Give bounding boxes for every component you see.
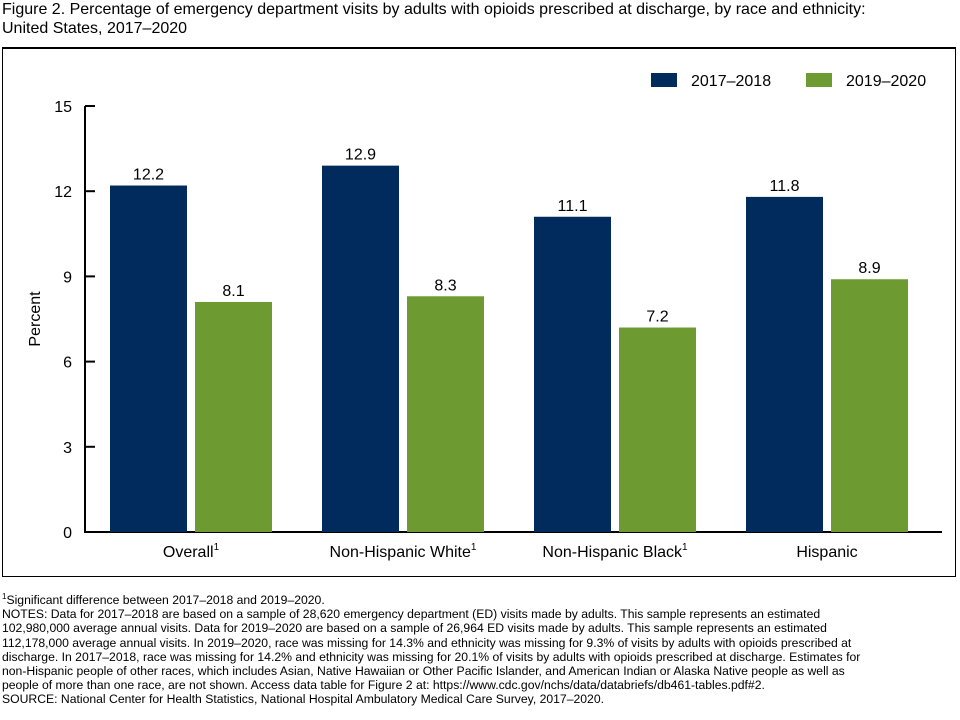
bar-series1 bbox=[110, 185, 187, 532]
x-tick-label: Non-Hispanic White1 bbox=[330, 542, 477, 561]
bar-chart: 0 3 6 9 12 15 Percent 12.2 8.1 Overall1 12.9 8.3 Non… bbox=[27, 73, 942, 561]
bar-series2 bbox=[831, 279, 908, 532]
data-label: 11.8 bbox=[770, 178, 800, 195]
bar-series1 bbox=[746, 196, 823, 532]
figure-title-line-2: United States, 2017–2020 bbox=[2, 20, 188, 37]
footnote-marker: 1 bbox=[214, 542, 220, 553]
notes-line: 112,178,000 average annual visits. In 20… bbox=[2, 635, 852, 650]
legend-swatch-2 bbox=[806, 73, 832, 87]
bar-series2 bbox=[619, 327, 696, 532]
x-tick-label: Non-Hispanic Black1 bbox=[542, 542, 688, 561]
legend-label-2: 2019–2020 bbox=[846, 73, 926, 90]
data-label: 12.9 bbox=[345, 147, 376, 164]
figure-title: Figure 2. Percentage of emergency depart… bbox=[2, 0, 958, 38]
notes-line: people of more than one race, are not sh… bbox=[2, 678, 765, 693]
notes-line: 102,980,000 average annual visits. Data … bbox=[2, 621, 827, 636]
figure-title-line-1: Figure 2. Percentage of emergency depart… bbox=[2, 1, 866, 18]
y-tick-label: 12 bbox=[54, 184, 72, 201]
footnote-marker: 1 bbox=[2, 591, 7, 601]
data-label: 7.2 bbox=[646, 309, 668, 326]
y-tick-label: 0 bbox=[63, 525, 72, 542]
bar-series2 bbox=[407, 296, 484, 532]
chart-notes: 1Significant difference between 2017–201… bbox=[2, 591, 958, 707]
footnote: 1Significant difference between 2017–201… bbox=[2, 591, 958, 607]
notes-line: non-Hispanic people of other races, whic… bbox=[2, 664, 845, 679]
source-line: SOURCE: National Center for Health Stati… bbox=[2, 692, 604, 707]
data-label: 8.9 bbox=[858, 260, 880, 277]
chart-frame bbox=[2, 47, 956, 577]
x-tick-label: Hispanic bbox=[796, 544, 857, 561]
y-axis-title: Percent bbox=[27, 291, 44, 347]
data-label: 8.1 bbox=[222, 283, 244, 300]
y-tick-label: 3 bbox=[63, 440, 72, 457]
footnote-text: Significant difference between 2017–2018… bbox=[6, 593, 325, 607]
notes-line: discharge. In 2017–2018, race was missin… bbox=[2, 649, 861, 664]
x-tick-label: Overall1 bbox=[163, 542, 220, 561]
footnote-marker: 1 bbox=[471, 542, 477, 553]
bar-series1 bbox=[322, 165, 399, 532]
legend-swatch-1 bbox=[651, 73, 677, 87]
bar-series1 bbox=[534, 216, 611, 532]
data-label: 8.3 bbox=[434, 277, 456, 294]
bar-series2 bbox=[195, 301, 272, 532]
y-tick-label: 6 bbox=[63, 355, 72, 372]
notes-line: NOTES: Data for 2017–2018 are based on a… bbox=[2, 607, 821, 622]
data-label: 12.2 bbox=[133, 167, 164, 184]
y-tick-label: 9 bbox=[63, 269, 72, 286]
legend-label-1: 2017–2018 bbox=[691, 73, 771, 90]
data-label: 11.1 bbox=[558, 198, 588, 215]
y-tick-label: 15 bbox=[54, 99, 72, 116]
footnote-marker: 1 bbox=[682, 542, 688, 553]
